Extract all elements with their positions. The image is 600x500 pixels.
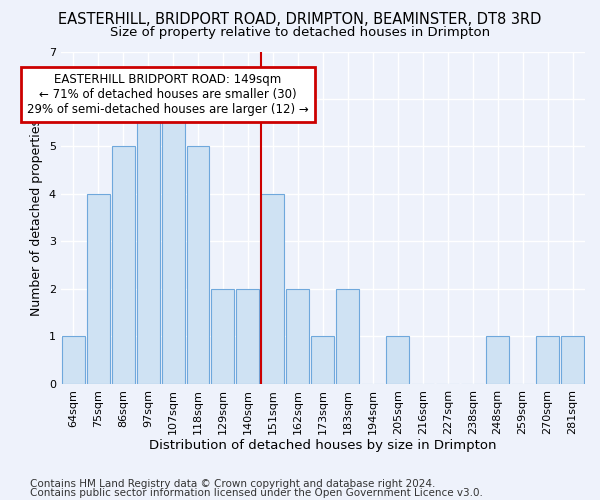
Bar [262,194,284,384]
Bar [211,289,235,384]
Bar [386,336,409,384]
Text: Size of property relative to detached houses in Drimpton: Size of property relative to detached ho… [110,26,490,39]
Bar [486,336,509,384]
Bar [112,146,134,384]
Bar [86,194,110,384]
Bar [337,289,359,384]
Y-axis label: Number of detached properties: Number of detached properties [30,119,43,316]
Bar [311,336,334,384]
Bar [161,99,185,384]
Bar [236,289,259,384]
Bar [561,336,584,384]
X-axis label: Distribution of detached houses by size in Drimpton: Distribution of detached houses by size … [149,440,497,452]
Text: Contains public sector information licensed under the Open Government Licence v3: Contains public sector information licen… [30,488,483,498]
Bar [62,336,85,384]
Bar [536,336,559,384]
Bar [286,289,310,384]
Text: EASTERHILL, BRIDPORT ROAD, DRIMPTON, BEAMINSTER, DT8 3RD: EASTERHILL, BRIDPORT ROAD, DRIMPTON, BEA… [58,12,542,28]
Bar [187,146,209,384]
Bar [137,99,160,384]
Text: EASTERHILL BRIDPORT ROAD: 149sqm
← 71% of detached houses are smaller (30)
29% o: EASTERHILL BRIDPORT ROAD: 149sqm ← 71% o… [27,73,309,116]
Text: Contains HM Land Registry data © Crown copyright and database right 2024.: Contains HM Land Registry data © Crown c… [30,479,436,489]
